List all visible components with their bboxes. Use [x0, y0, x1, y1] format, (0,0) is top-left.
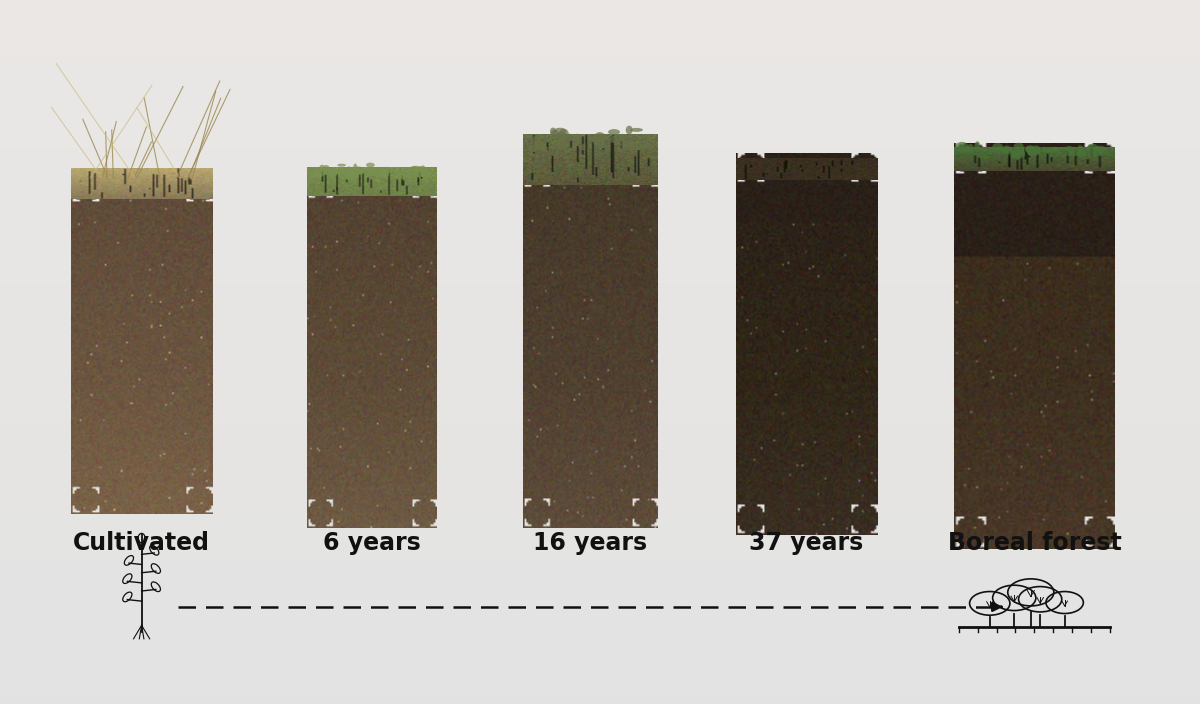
- Ellipse shape: [1045, 149, 1060, 153]
- Ellipse shape: [962, 146, 972, 151]
- Ellipse shape: [574, 134, 581, 143]
- Ellipse shape: [374, 170, 380, 176]
- Ellipse shape: [319, 165, 325, 170]
- Ellipse shape: [347, 171, 359, 181]
- Ellipse shape: [551, 130, 559, 138]
- Ellipse shape: [619, 134, 625, 142]
- Ellipse shape: [559, 129, 569, 138]
- Ellipse shape: [308, 171, 322, 177]
- Ellipse shape: [967, 144, 974, 153]
- Ellipse shape: [635, 142, 638, 146]
- Ellipse shape: [608, 129, 620, 135]
- Ellipse shape: [396, 172, 406, 179]
- Ellipse shape: [958, 144, 965, 153]
- Ellipse shape: [581, 144, 586, 151]
- Ellipse shape: [1039, 149, 1052, 153]
- Ellipse shape: [337, 163, 346, 167]
- Ellipse shape: [1025, 145, 1036, 152]
- Ellipse shape: [337, 168, 348, 176]
- Ellipse shape: [588, 138, 594, 142]
- Ellipse shape: [541, 145, 548, 151]
- Ellipse shape: [532, 136, 539, 145]
- Text: Cultivated: Cultivated: [73, 532, 210, 555]
- Ellipse shape: [625, 125, 632, 134]
- Ellipse shape: [1027, 149, 1039, 156]
- Ellipse shape: [536, 141, 545, 151]
- Ellipse shape: [565, 134, 572, 139]
- Ellipse shape: [424, 170, 427, 180]
- Ellipse shape: [412, 166, 418, 172]
- Ellipse shape: [554, 132, 569, 140]
- Ellipse shape: [554, 127, 566, 134]
- Ellipse shape: [328, 168, 337, 177]
- Ellipse shape: [367, 168, 372, 170]
- Ellipse shape: [641, 144, 654, 149]
- Ellipse shape: [1078, 145, 1084, 151]
- Ellipse shape: [415, 167, 427, 173]
- Ellipse shape: [630, 146, 642, 150]
- Ellipse shape: [1033, 146, 1039, 149]
- Ellipse shape: [534, 139, 539, 148]
- Ellipse shape: [1012, 149, 1025, 159]
- Ellipse shape: [420, 165, 426, 175]
- Ellipse shape: [312, 170, 325, 177]
- Text: Boreal forest: Boreal forest: [948, 532, 1121, 555]
- Ellipse shape: [610, 136, 618, 143]
- Ellipse shape: [630, 128, 643, 132]
- Ellipse shape: [366, 163, 374, 168]
- Ellipse shape: [1015, 146, 1020, 151]
- Ellipse shape: [593, 137, 605, 147]
- Text: 37 years: 37 years: [749, 532, 864, 555]
- Ellipse shape: [616, 147, 624, 151]
- Ellipse shape: [382, 169, 392, 173]
- Ellipse shape: [1094, 146, 1105, 151]
- Ellipse shape: [1066, 151, 1079, 156]
- Ellipse shape: [1076, 151, 1087, 157]
- Ellipse shape: [1001, 146, 1013, 152]
- Text: 6 years: 6 years: [323, 532, 421, 555]
- Ellipse shape: [1064, 146, 1073, 153]
- Ellipse shape: [364, 168, 377, 171]
- Ellipse shape: [533, 142, 536, 152]
- Ellipse shape: [353, 172, 356, 178]
- Ellipse shape: [347, 166, 352, 176]
- Ellipse shape: [1013, 153, 1021, 157]
- Ellipse shape: [407, 167, 412, 177]
- Ellipse shape: [378, 168, 389, 173]
- Ellipse shape: [412, 172, 425, 177]
- Ellipse shape: [620, 140, 635, 149]
- Ellipse shape: [1027, 147, 1032, 156]
- Ellipse shape: [560, 138, 565, 143]
- Ellipse shape: [974, 142, 980, 152]
- Ellipse shape: [550, 127, 556, 135]
- Ellipse shape: [1034, 147, 1044, 153]
- Ellipse shape: [421, 171, 432, 178]
- Text: 16 years: 16 years: [533, 532, 648, 555]
- Ellipse shape: [409, 165, 424, 172]
- Ellipse shape: [353, 163, 358, 172]
- Ellipse shape: [323, 165, 330, 175]
- Ellipse shape: [594, 132, 606, 142]
- Ellipse shape: [1002, 146, 1012, 155]
- Ellipse shape: [528, 145, 536, 153]
- Ellipse shape: [1025, 146, 1036, 153]
- Ellipse shape: [378, 169, 390, 178]
- Ellipse shape: [352, 166, 365, 173]
- Ellipse shape: [962, 150, 967, 153]
- Ellipse shape: [590, 135, 596, 142]
- Ellipse shape: [1078, 146, 1082, 154]
- Ellipse shape: [556, 139, 568, 149]
- Ellipse shape: [368, 167, 376, 173]
- Ellipse shape: [1088, 151, 1097, 158]
- Ellipse shape: [1014, 143, 1024, 149]
- Ellipse shape: [992, 143, 1003, 151]
- Ellipse shape: [358, 168, 364, 175]
- Ellipse shape: [1098, 147, 1104, 156]
- Ellipse shape: [955, 142, 968, 151]
- Ellipse shape: [1087, 144, 1098, 153]
